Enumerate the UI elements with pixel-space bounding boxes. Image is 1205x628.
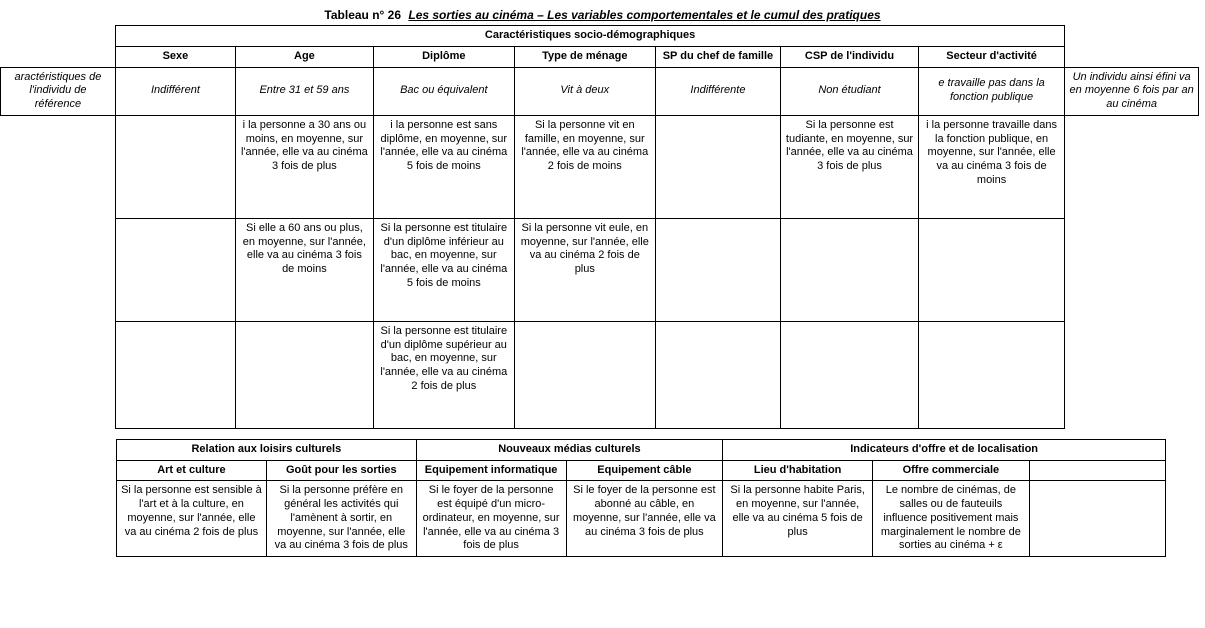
col-sexe: Sexe [115, 46, 235, 67]
ref-age: Entre 31 et 59 ans [235, 67, 373, 115]
t2-gout: Si la personne préfère en général les ac… [266, 481, 416, 557]
group-medias: Nouveaux médias culturels [416, 439, 723, 460]
reference-note: Un individu ainsi éfini va en moyenne 6 … [1065, 67, 1199, 115]
t2-blank [1029, 481, 1165, 557]
socio-demo-table: Caractéristiques socio-démographiques Se… [0, 25, 1199, 429]
reference-row-stub: aractéristiques de l'individu de référen… [1, 67, 116, 115]
title-label: Tableau n° 26 [324, 8, 401, 22]
v3-sexe [115, 321, 235, 428]
t2-offre: Le nombre de cinémas, de salles ou de fa… [873, 481, 1030, 557]
v1-diplome: i la personne est sans diplôme, en moyen… [373, 115, 514, 218]
v3-cspindiv [781, 321, 919, 428]
t2-info: Si le foyer de la personne est équipé d'… [416, 481, 566, 557]
col-menage: Type de ménage [514, 46, 655, 67]
ref-menage: Vit à deux [514, 67, 655, 115]
v2-secteur [918, 218, 1064, 321]
group-offre: Indicateurs d'offre et de localisation [723, 439, 1166, 460]
col-gout: Goût pour les sorties [266, 460, 416, 481]
v2-diplome: Si la personne est titulaire d'un diplôm… [373, 218, 514, 321]
section-header-socio: Caractéristiques socio-démographiques [115, 26, 1064, 47]
t2-cable: Si le foyer de la personne est abonné au… [566, 481, 723, 557]
col-lieu: Lieu d'habitation [723, 460, 873, 481]
v2-cspindiv [781, 218, 919, 321]
col-art: Art et culture [117, 460, 267, 481]
v2-spchef [655, 218, 780, 321]
v3-secteur [918, 321, 1064, 428]
ref-secteur: e travaille pas dans la fonction publiqu… [918, 67, 1064, 115]
t2-lieu: Si la personne habite Paris, en moyenne,… [723, 481, 873, 557]
col-spchef: SP du chef de famille [655, 46, 780, 67]
col-secteur: Secteur d'activité [918, 46, 1064, 67]
v3-menage [514, 321, 655, 428]
table-title: Tableau n° 26 Les sorties au cinéma – Le… [6, 8, 1199, 23]
col-blank [1029, 460, 1165, 481]
v3-age [235, 321, 373, 428]
ref-sexe: Indifférent [115, 67, 235, 115]
v3-diplome: Si la personne est titulaire d'un diplôm… [373, 321, 514, 428]
col-age: Age [235, 46, 373, 67]
title-value: Les sorties au cinéma – Les variables co… [408, 8, 880, 22]
v2-age: Si elle a 60 ans ou plus, en moyenne, su… [235, 218, 373, 321]
ref-spchef: Indifférente [655, 67, 780, 115]
ref-diplome: Bac ou équivalent [373, 67, 514, 115]
v1-cspindiv: Si la personne est tudiante, en moyenne,… [781, 115, 919, 218]
v1-menage: Si la personne vit en famille, en moyenn… [514, 115, 655, 218]
v1-spchef [655, 115, 780, 218]
col-cable: Equipement câble [566, 460, 723, 481]
t2-art: Si la personne est sensible à l'art et à… [117, 481, 267, 557]
v1-sexe [115, 115, 235, 218]
col-offre: Offre commerciale [873, 460, 1030, 481]
v1-age: i la personne a 30 ans ou moins, en moye… [235, 115, 373, 218]
cultural-media-table: Relation aux loisirs culturels Nouveaux … [116, 439, 1166, 557]
col-info: Equipement informatique [416, 460, 566, 481]
v3-spchef [655, 321, 780, 428]
col-cspindiv: CSP de l'individu [781, 46, 919, 67]
v2-sexe [115, 218, 235, 321]
group-loisirs: Relation aux loisirs culturels [117, 439, 417, 460]
v1-secteur: i la personne travaille dans la fonction… [918, 115, 1064, 218]
v2-menage: Si la personne vit eule, en moyenne, sur… [514, 218, 655, 321]
col-diplome: Diplôme [373, 46, 514, 67]
ref-cspindiv: Non étudiant [781, 67, 919, 115]
